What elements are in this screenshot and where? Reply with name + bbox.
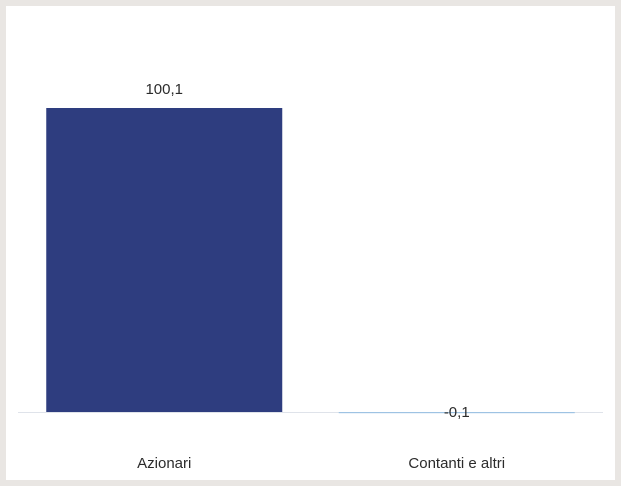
bars-group <box>46 108 575 414</box>
bar-chart: 100,1 -0,1 Azionari Contanti e altri <box>18 81 603 472</box>
x-tick-label-azionari: Azionari <box>137 455 191 472</box>
bar-azionari <box>46 108 283 412</box>
chart-panel: 100,1 -0,1 Azionari Contanti e altri <box>6 6 615 480</box>
x-tick-label-contanti-e-altri: Contanti e altri <box>408 455 505 472</box>
labels-group: 100,1 -0,1 <box>145 81 469 421</box>
value-label-contanti-e-altri: -0,1 <box>444 404 470 421</box>
bar-contanti-e-altri <box>338 412 575 414</box>
x-tick-labels-group: Azionari Contanti e altri <box>137 455 505 472</box>
value-label-azionari: 100,1 <box>145 81 183 98</box>
